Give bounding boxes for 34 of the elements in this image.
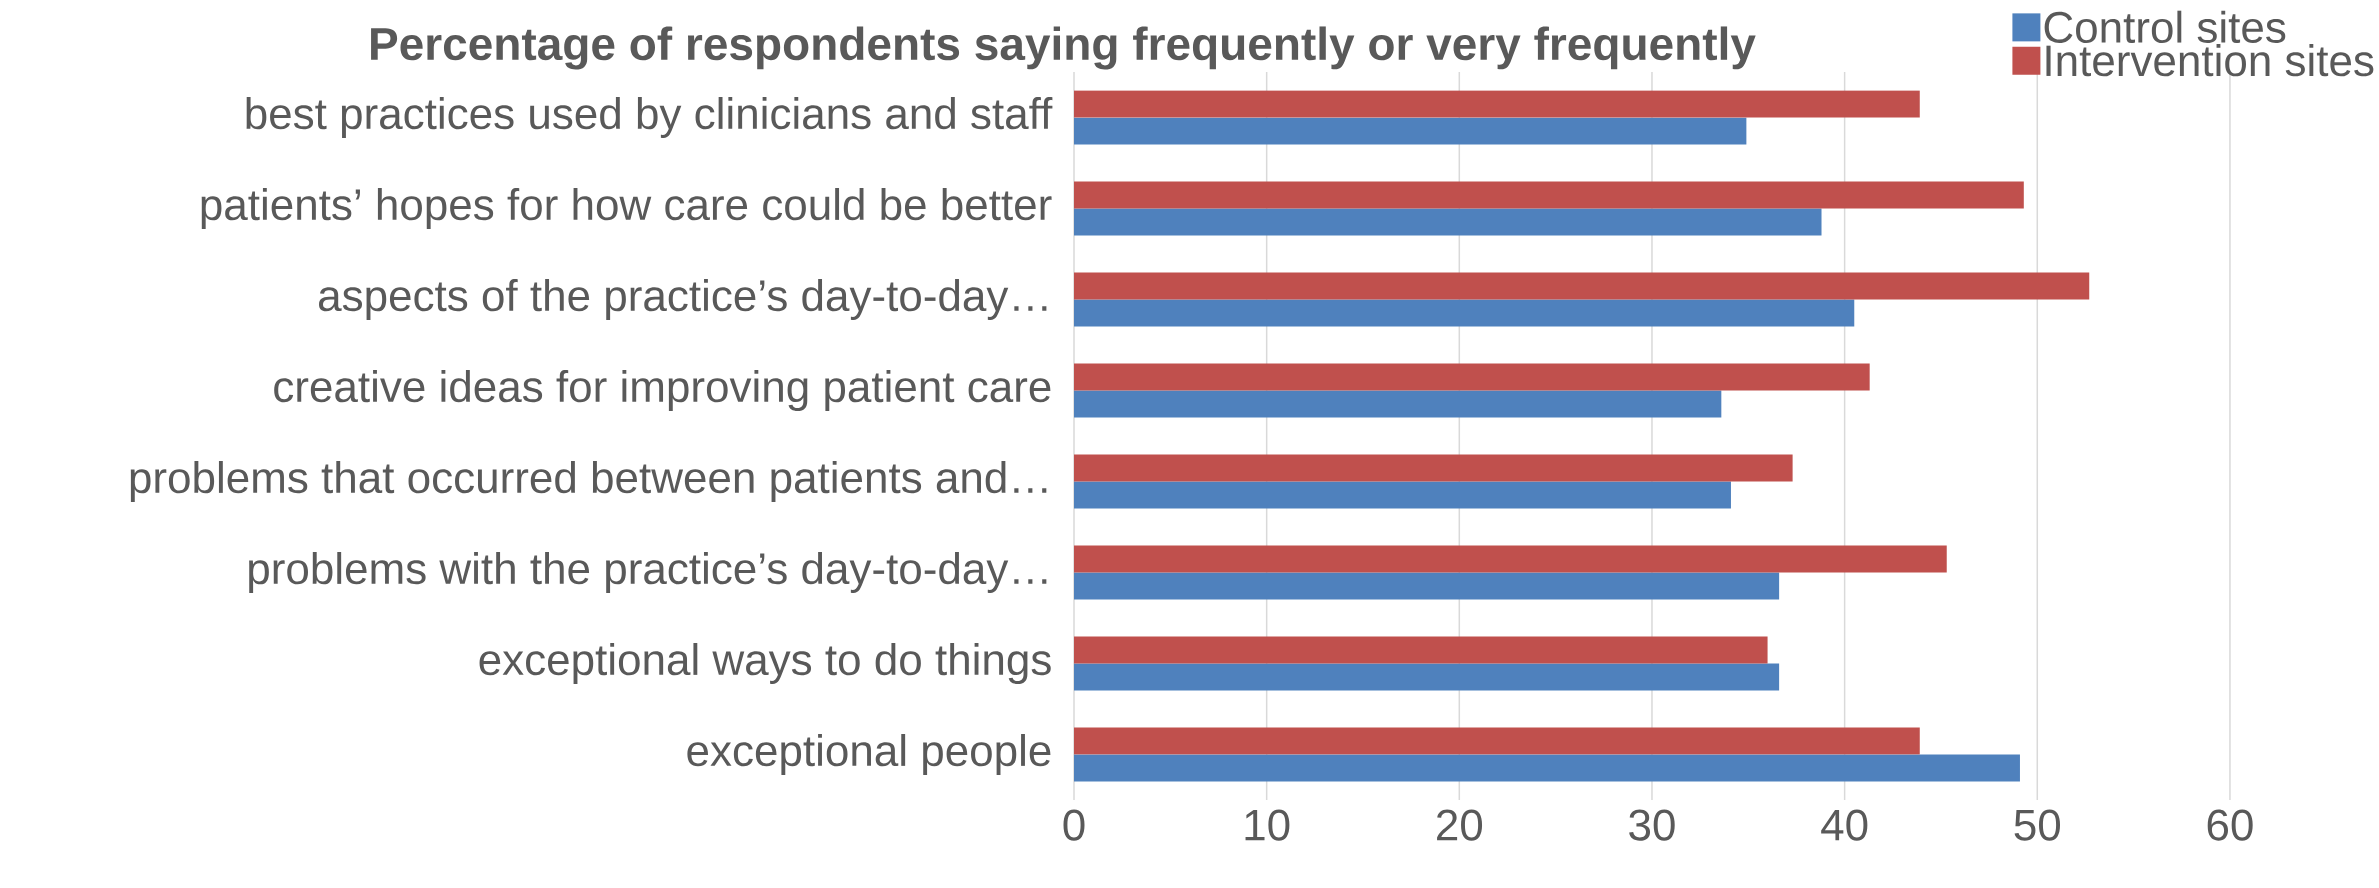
x-tick-label: 20 (1437, 809, 1483, 841)
bar (1074, 727, 1920, 755)
bar (1074, 363, 1870, 391)
x-tick-label: 30 (1629, 809, 1675, 841)
y-tick-label: aspects of the practice’s day-to-day… (319, 278, 1047, 320)
x-tick-label: 10 (1245, 809, 1290, 841)
y-tick-label: creative ideas for improving patient care (274, 369, 1051, 411)
y-tick-label: exceptional people (687, 733, 1051, 775)
bar (1074, 181, 2024, 209)
bar (1074, 481, 1731, 509)
x-tick-label: 50 (2014, 809, 2061, 841)
bar (1074, 117, 1747, 145)
legend-label: Intervention sites (2046, 44, 2374, 77)
bar (1074, 572, 1780, 600)
y-tick-label: best practices used by clinicians and staff (246, 96, 1053, 138)
bar (1074, 90, 1920, 118)
bar (1074, 208, 1822, 236)
bar (1074, 754, 2020, 782)
x-tick-label: 40 (1821, 809, 1868, 841)
bar (1074, 390, 1722, 418)
y-tick-label: patients’ hopes for how care could be better (201, 187, 1052, 229)
bar (1074, 272, 2090, 300)
y-tick-label: problems that occurred between patients and… (130, 460, 1047, 502)
x-tick-label: 60 (2207, 809, 2253, 841)
bar (1074, 454, 1793, 482)
legend-label: Control sites (2044, 10, 2286, 43)
bar (1074, 299, 1855, 327)
y-tick-label: problems with the practice’s day-to-day… (249, 551, 1047, 593)
x-tick-label: 0 (1063, 809, 1085, 841)
bar (1074, 636, 1768, 664)
y-tick-label: exceptional ways to do things (479, 642, 1051, 684)
bar (1074, 663, 1780, 691)
chart-title: Percentage of respondents saying frequently or very frequently (371, 26, 1756, 70)
bar (1074, 545, 1947, 573)
